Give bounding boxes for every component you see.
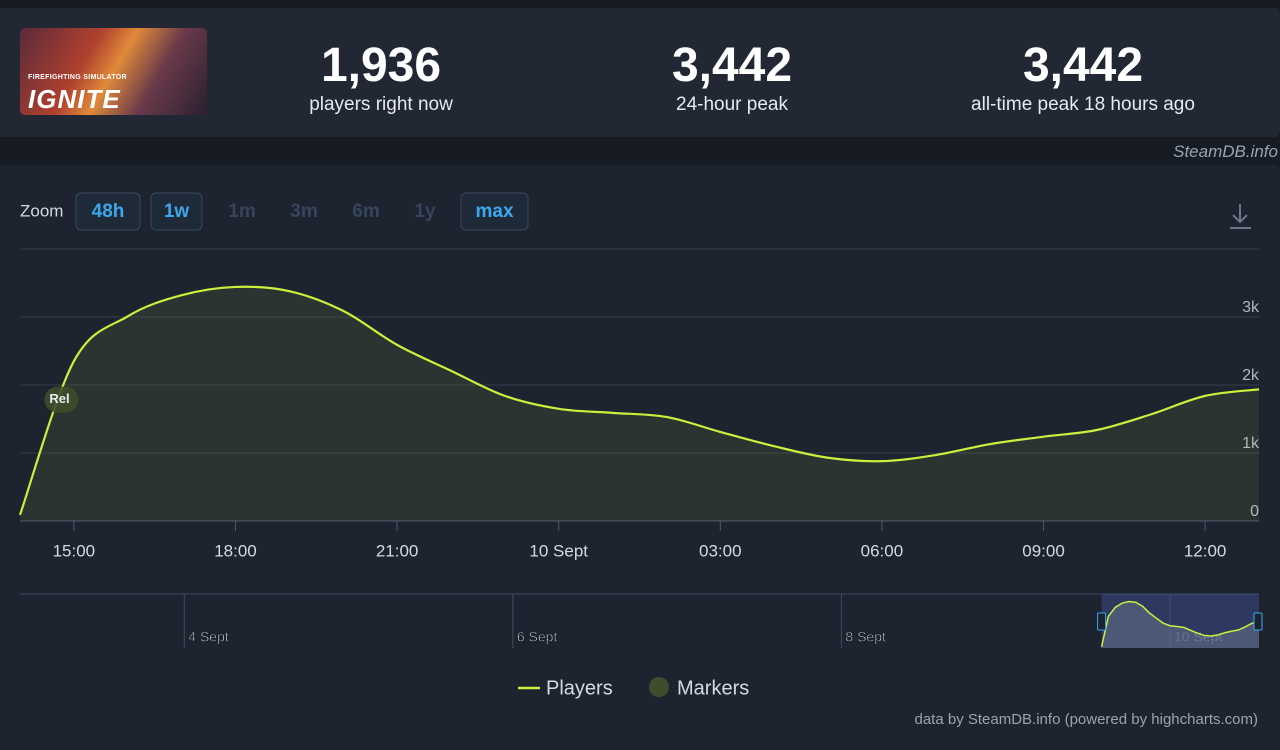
- annotation-label: Rel: [49, 391, 69, 406]
- navigator-tick-label: 4 Sept: [188, 629, 229, 645]
- navigator-tick-label: 6 Sept: [517, 629, 558, 645]
- stat-value: 3,442: [671, 39, 793, 92]
- legend-label[interactable]: Players: [546, 677, 613, 699]
- x-tick-label: 06:00: [861, 541, 904, 560]
- y-tick-label: 0: [1250, 503, 1259, 520]
- zoom-button-label: 1y: [414, 201, 436, 222]
- stat-label: players right now: [309, 94, 453, 115]
- series-area: [20, 286, 1259, 521]
- game-thumbnail: FIREFIGHTING SIMULATOR IGNITE: [20, 28, 207, 115]
- zoom-button-label[interactable]: 48h: [92, 201, 125, 222]
- stat-label: all-time peak 18 hours ago: [971, 94, 1195, 115]
- game-title: IGNITE: [28, 84, 121, 114]
- zoom-button-label[interactable]: 1w: [164, 201, 190, 222]
- navigator-selection: [1101, 594, 1259, 648]
- navigator-handle[interactable]: [1097, 612, 1107, 631]
- zoom-label: Zoom: [20, 201, 63, 220]
- x-tick-label: 18:00: [214, 541, 257, 560]
- x-tick-label: 09:00: [1022, 541, 1065, 560]
- zoom-button[interactable]: [150, 192, 203, 231]
- zoom-button-label: 6m: [352, 201, 379, 222]
- x-tick-label: 15:00: [53, 541, 96, 560]
- stat-value: 1,936: [320, 39, 442, 92]
- stat-value: 3,442: [1022, 39, 1144, 92]
- navigator-tick-label: 8 Sept: [845, 629, 886, 645]
- download-icon[interactable]: [1230, 204, 1251, 229]
- source-link[interactable]: SteamDB.info: [1173, 142, 1278, 161]
- game-subtitle: FIREFIGHTING SIMULATOR: [28, 74, 127, 81]
- annotation-marker: [44, 386, 79, 413]
- x-tick-label: 10 Sept: [529, 541, 588, 560]
- x-tick-label: 12:00: [1184, 541, 1227, 560]
- x-tick-label: 03:00: [699, 541, 742, 560]
- y-tick-label: 3k: [1242, 299, 1260, 316]
- summary-panel: FIREFIGHTING SIMULATOR IGNITE 1,936 play…: [0, 8, 1280, 137]
- y-tick-label: 1k: [1242, 435, 1260, 452]
- x-tick-label: 21:00: [376, 541, 419, 560]
- legend-label[interactable]: Markers: [677, 677, 749, 699]
- credits[interactable]: data by SteamDB.info (powered by highcha…: [915, 711, 1259, 728]
- zoom-button[interactable]: [460, 192, 529, 231]
- stat: 3,442 all-time peak 18 hours ago: [923, 38, 1243, 116]
- legend-swatch: [649, 677, 669, 697]
- stat-label: 24-hour peak: [676, 94, 788, 115]
- zoom-button[interactable]: [75, 192, 141, 231]
- navigator-area: [1101, 601, 1259, 648]
- stat: 3,442 24-hour peak: [572, 38, 892, 116]
- chart-panel: [0, 165, 1280, 750]
- stat: 1,936 players right now: [221, 38, 541, 116]
- navigator-line: [1100, 600, 1260, 647]
- zoom-button-label: 1m: [228, 201, 255, 222]
- zoom-button-label[interactable]: max: [475, 201, 513, 222]
- zoom-button-label: 3m: [290, 201, 317, 222]
- navigator-handle[interactable]: [1253, 612, 1263, 631]
- y-tick-label: 2k: [1242, 367, 1260, 384]
- series-line: [18, 285, 1260, 516]
